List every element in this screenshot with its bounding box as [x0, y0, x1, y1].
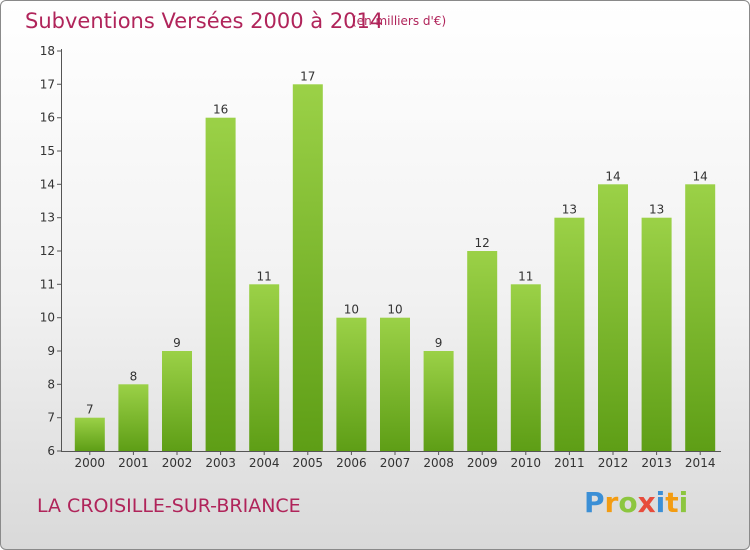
bar-value-label: 7 [86, 403, 94, 417]
bar-2008 [423, 351, 454, 451]
logo-letter: r [604, 486, 619, 519]
logo-letter: i [678, 486, 689, 519]
bar-2001 [118, 384, 149, 451]
bar-value-label: 13 [649, 203, 664, 217]
bar-2009 [467, 251, 498, 451]
y-tick-label: 6 [47, 444, 55, 458]
chart-title: Subventions Versées 2000 à 2014 [25, 9, 384, 33]
bar-value-label: 14 [605, 169, 620, 183]
x-tick-label: 2002 [162, 456, 193, 470]
y-tick-label: 8 [47, 377, 55, 391]
x-tick-label: 2010 [511, 456, 542, 470]
x-tick-label: 2000 [75, 456, 106, 470]
bar-2013 [641, 217, 672, 451]
bar-2012 [598, 184, 628, 452]
logo-letter: o [618, 486, 638, 519]
bar-2003 [205, 117, 236, 451]
bar-value-label: 10 [387, 303, 402, 317]
x-tick-label: 2009 [467, 456, 498, 470]
x-tick-label: 2001 [118, 456, 149, 470]
logo-letter: x [637, 486, 656, 519]
bar-2007 [380, 317, 410, 451]
bar-2002 [162, 351, 192, 451]
bar-2000 [74, 417, 105, 451]
axes-group: 2000 2001 2002 2003 2004 2005 2006 2007 2008 2009… [40, 44, 721, 470]
bar-2011 [554, 217, 585, 451]
y-tick-label: 14 [40, 177, 55, 191]
bar-2004 [249, 284, 280, 451]
bar-2005 [292, 84, 323, 452]
x-tick-label: 2003 [205, 456, 236, 470]
y-tick-label: 12 [40, 244, 55, 258]
x-tick-label: 2006 [336, 456, 367, 470]
chart-subtitle: (en milliers d'€) [352, 14, 447, 28]
bar-value-label: 9 [173, 336, 181, 350]
bar-value-label: 10 [344, 303, 359, 317]
bar-value-label: 17 [300, 69, 315, 83]
y-tick-label: 9 [47, 344, 55, 358]
logo-letter: P [584, 486, 605, 519]
bar-value-label: 14 [693, 169, 708, 183]
y-tick-label: 10 [40, 311, 55, 325]
bar-value-label: 12 [475, 236, 490, 250]
y-tick-label: 13 [40, 211, 55, 225]
bar-value-label: 13 [562, 203, 577, 217]
commune-name: LA CROISILLE-SUR-BRIANCE [37, 495, 301, 517]
bar-value-label: 11 [518, 269, 533, 283]
bar-value-label: 8 [130, 369, 138, 383]
y-tick-label: 17 [40, 77, 55, 91]
x-tick-label: 2004 [249, 456, 280, 470]
y-tick-label: 15 [40, 144, 55, 158]
logo-letter: t [665, 486, 679, 519]
bars-group: 7 8 9 16 11 17 10 10 9 12 11 13 14 13 14 [74, 69, 716, 452]
y-tick-label: 18 [40, 44, 55, 58]
x-tick-label: 2012 [598, 456, 629, 470]
x-tick-label: 2014 [685, 456, 716, 470]
x-tick-label: 2013 [641, 456, 672, 470]
bar-2006 [336, 317, 367, 451]
x-tick-label: 2011 [554, 456, 585, 470]
bar-value-label: 9 [435, 336, 443, 350]
bar-2010 [510, 284, 541, 451]
bar-2014 [685, 184, 716, 452]
x-tick-label: 2008 [423, 456, 454, 470]
y-tick-label: 16 [40, 111, 55, 125]
y-tick-label: 7 [47, 411, 55, 425]
bar-value-label: 11 [257, 269, 272, 283]
x-tick-label: 2005 [293, 456, 324, 470]
x-tick-label: 2007 [380, 456, 411, 470]
proxiti-logo: Proxiti [584, 486, 688, 519]
bar-value-label: 16 [213, 103, 228, 117]
y-tick-label: 11 [40, 277, 55, 291]
logo-letter: i [655, 486, 666, 519]
